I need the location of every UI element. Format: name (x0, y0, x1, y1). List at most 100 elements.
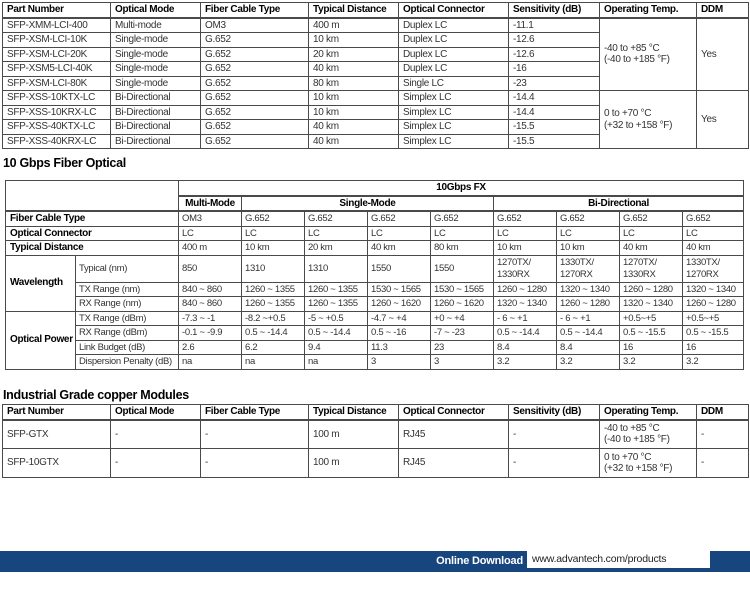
cell: -23 (508, 75, 600, 91)
cell: 40 km (681, 240, 745, 256)
mode-header-single: Single-Mode (241, 195, 494, 212)
cell: 23 (430, 339, 494, 355)
cell: G.652 (200, 119, 309, 135)
table-row: Typical Distance 400 m 10 km 20 km 40 km… (5, 240, 745, 256)
cell: 40 km (308, 61, 399, 77)
cell: 1260 ~ 1280 (619, 281, 683, 297)
cell: -16 (508, 61, 600, 77)
cell: 1270TX/ 1330RX (493, 254, 557, 283)
cell: RJ45 (398, 419, 509, 449)
cell: -12.6 (508, 46, 600, 62)
cell: 3.2 (681, 354, 745, 370)
table-header-row: 10Gbps FX (5, 180, 745, 212)
cell: SFP-XSS-10KTX-LC (2, 90, 111, 106)
table-row: SFP-XSS-40KTX-LC Bi-Directional G.652 40… (2, 119, 749, 135)
cell: OM3 (178, 210, 242, 227)
header-cell: DDM (696, 404, 749, 421)
header-cell: Part Number (2, 404, 111, 421)
cell: Single-mode (110, 46, 201, 62)
cell: 1330TX/ 1270RX (681, 254, 745, 283)
table-header-row: Part Number Optical Mode Fiber Cable Typ… (2, 404, 749, 421)
cell: - 6 ~ +1 (493, 310, 557, 326)
operating-temp-cell: -40 to +85 °C (-40 to +185 °F) (599, 17, 697, 91)
table-row: RX Range (dBm) -0.1 ~ -9.9 0.5 ~ -14.4 0… (6, 325, 745, 341)
cell: Simplex LC (398, 90, 509, 106)
cell: -11.1 (508, 17, 600, 33)
header-cell: Optical Mode (110, 404, 201, 421)
cell: - (200, 448, 309, 478)
row-label: Typical Distance (5, 240, 179, 256)
cell: 1330TX/ 1270RX (556, 254, 620, 283)
cell: 0.5 ~ -14.4 (556, 325, 620, 341)
header-cell: Sensitivity (dB) (508, 2, 600, 19)
cell: 0.5 ~ -15.5 (681, 325, 745, 341)
cell: 3.2 (556, 354, 620, 370)
cell: 1260 ~ 1620 (430, 296, 494, 312)
cell: SFP-10GTX (2, 448, 111, 478)
cell: LC (619, 225, 683, 241)
table-row: Optical Power TX Range (dBm) -7.3 ~ -1 -… (5, 310, 745, 370)
cell: SFP-XSS-40KRX-LC (2, 133, 111, 149)
cell: - (110, 448, 201, 478)
header-cell: Fiber Cable Type (200, 2, 309, 19)
cell: SFP-XSS-40KTX-LC (2, 119, 111, 135)
cell: SFP-XSM-LCI-80K (2, 75, 111, 91)
cell: 1320 ~ 1340 (681, 281, 745, 297)
table-row: TX Range (nm) 840 ~ 860 1260 ~ 1355 1260… (6, 281, 745, 297)
section-title-10gbps: 10 Gbps Fiber Optical (3, 156, 126, 170)
cell: 400 m (178, 240, 242, 256)
cell: - (508, 448, 600, 478)
table-row: SFP-GTX - - 100 m RJ45 - -40 to +85 °C (… (2, 419, 749, 449)
cell: 16 (681, 339, 745, 355)
cell: 10 km (241, 240, 305, 256)
cell: 10 km (493, 240, 557, 256)
cell: G.652 (430, 210, 494, 227)
cell: Single-mode (110, 32, 201, 48)
cell: 1310 (241, 254, 305, 283)
row-sublabel: Typical (nm) (75, 254, 179, 283)
cell: 1260 ~ 1355 (241, 296, 305, 312)
cell: - 6 ~ +1 (556, 310, 620, 326)
cell: G.652 (241, 210, 305, 227)
cell: SFP-XSM-LCI-20K (2, 46, 111, 62)
table-row: Dispersion Penalty (dB) na na na 3 3 3.2… (6, 354, 745, 370)
cell: na (304, 354, 368, 370)
cell: - (696, 448, 749, 478)
cell: +0 ~ +4 (430, 310, 494, 326)
table-row: SFP-XMM-LCI-400 Multi-mode OM3 400 m Dup… (2, 17, 749, 91)
cell: G.652 (200, 32, 309, 48)
cell: 1550 (430, 254, 494, 283)
cell: 1530 ~ 1565 (367, 281, 431, 297)
cell: 840 ~ 860 (178, 281, 242, 297)
cell: 3.2 (493, 354, 557, 370)
cell: 1320 ~ 1340 (556, 281, 620, 297)
cell: Duplex LC (398, 32, 509, 48)
cell: Bi-Directional (110, 119, 201, 135)
download-url-box: www.advantech.com/products (527, 550, 710, 568)
row-label: Fiber Cable Type (5, 210, 179, 227)
cell: 0.5 ~ -16 (367, 325, 431, 341)
copper-modules-table: Part Number Optical Mode Fiber Cable Typ… (2, 404, 749, 478)
cell: SFP-XSS-10KRX-LC (2, 104, 111, 120)
cell: 40 km (308, 119, 399, 135)
cell: G.652 (200, 90, 309, 106)
cell: -15.5 (508, 119, 600, 135)
cell: LC (241, 225, 305, 241)
cell: 80 km (308, 75, 399, 91)
cell: 1260 ~ 1280 (681, 296, 745, 312)
ddm-cell: Yes (696, 90, 749, 149)
cell: 1270TX/ 1330RX (619, 254, 683, 283)
cell: 1320 ~ 1340 (493, 296, 557, 312)
cell: Bi-Directional (110, 133, 201, 149)
cell: na (178, 354, 242, 370)
cell: 40 km (619, 240, 683, 256)
header-cell: DDM (696, 2, 749, 19)
cell: G.652 (367, 210, 431, 227)
cell: 9.4 (304, 339, 368, 355)
cell: 100 m (308, 419, 399, 449)
header-cell: Sensitivity (dB) (508, 404, 600, 421)
operating-temp-cell: -40 to +85 °C (-40 to +185 °F) (599, 419, 697, 449)
footer-bar: Online Download www.advantech.com/produc… (0, 550, 750, 572)
cell: 1320 ~ 1340 (619, 296, 683, 312)
cell: LC (367, 225, 431, 241)
